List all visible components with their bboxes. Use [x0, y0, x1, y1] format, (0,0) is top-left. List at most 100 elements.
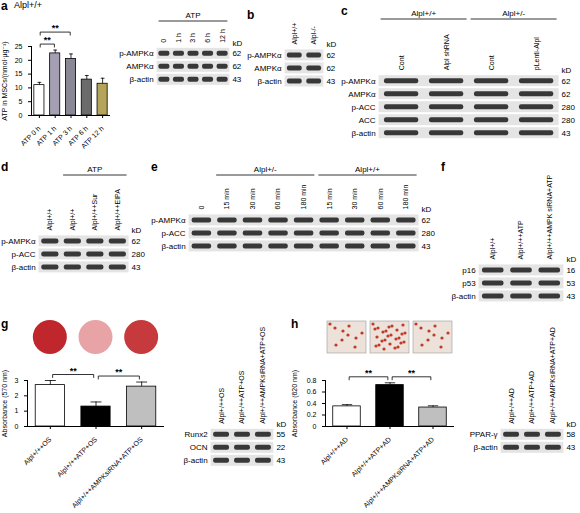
- svg-text:62: 62: [132, 237, 141, 246]
- svg-text:2: 2: [15, 392, 19, 399]
- svg-text:0.4: 0.4: [307, 400, 317, 407]
- svg-text:**: **: [365, 368, 373, 378]
- svg-text:Alpl+/+: Alpl+/+: [489, 238, 497, 260]
- svg-text:p-ACC: p-ACC: [162, 229, 186, 238]
- svg-text:25: 25: [15, 43, 23, 50]
- svg-text:β-actin: β-actin: [451, 292, 475, 301]
- svg-text:0.2: 0.2: [307, 411, 317, 418]
- svg-text:62: 62: [562, 90, 571, 99]
- svg-text:30 min: 30 min: [351, 188, 358, 209]
- svg-text:43: 43: [232, 75, 241, 84]
- svg-text:p-AMPKα: p-AMPKα: [247, 51, 282, 60]
- svg-text:22: 22: [276, 443, 285, 452]
- svg-text:Alpl+/++AMPKsiRNA+ATP+AD: Alpl+/++AMPKsiRNA+ATP+AD: [362, 436, 436, 510]
- svg-text:Cont: Cont: [488, 55, 495, 70]
- svg-text:43: 43: [132, 263, 141, 272]
- svg-text:β-actin: β-actin: [473, 443, 497, 452]
- svg-text:Alpl+/++Sur: Alpl+/++Sur: [91, 193, 99, 230]
- svg-text:60 min: 60 min: [377, 188, 384, 209]
- svg-text:e: e: [151, 160, 158, 174]
- svg-text:kD: kD: [422, 205, 432, 214]
- svg-text:c: c: [341, 4, 348, 18]
- svg-text:20: 20: [15, 57, 23, 64]
- svg-text:ATP in MSCs/(nmol·μg⁻¹): ATP in MSCs/(nmol·μg⁻¹): [1, 41, 9, 120]
- svg-text:p-AMPKα: p-AMPKα: [341, 77, 376, 86]
- svg-text:62: 62: [326, 64, 335, 73]
- svg-text:58: 58: [566, 430, 575, 439]
- svg-text:0: 0: [15, 423, 19, 430]
- svg-text:62: 62: [326, 51, 335, 60]
- svg-text:43: 43: [276, 456, 285, 465]
- svg-text:PPAR-γ: PPAR-γ: [470, 430, 498, 439]
- svg-text:62: 62: [232, 49, 241, 58]
- svg-text:43: 43: [562, 129, 571, 138]
- svg-text:Alpl+/++AMPKsiRNA+ATP+OS: Alpl+/++AMPKsiRNA+ATP+OS: [70, 435, 144, 509]
- svg-text:Alpl+/++ATP+OS: Alpl+/++ATP+OS: [238, 370, 246, 424]
- svg-text:**: **: [70, 366, 78, 376]
- svg-text:55: 55: [276, 430, 285, 439]
- svg-text:Alpl+/++ATP+OS: Alpl+/++ATP+OS: [56, 435, 99, 478]
- svg-text:62: 62: [422, 216, 431, 225]
- svg-text:0: 0: [19, 112, 23, 119]
- svg-text:Alpl+/++OS: Alpl+/++OS: [218, 387, 226, 423]
- svg-text:p-ACC: p-ACC: [12, 250, 36, 259]
- svg-text:280: 280: [562, 103, 576, 112]
- svg-text:β-actin: β-actin: [129, 75, 153, 84]
- svg-text:kD: kD: [562, 66, 572, 75]
- svg-text:15: 15: [15, 70, 23, 77]
- svg-text:43: 43: [422, 242, 431, 251]
- svg-text:Runx2: Runx2: [184, 430, 208, 439]
- svg-text:43: 43: [326, 77, 335, 86]
- svg-text:ATP: ATP: [87, 165, 102, 174]
- svg-text:0: 0: [160, 39, 167, 43]
- svg-text:6 h: 6 h: [204, 33, 211, 43]
- svg-text:1 h: 1 h: [175, 33, 182, 43]
- svg-text:Alpl+/-: Alpl+/-: [254, 165, 277, 174]
- svg-text:AMPKα: AMPKα: [126, 62, 154, 71]
- svg-text:Alpl+/++ATP+AD: Alpl+/++ATP+AD: [528, 371, 536, 424]
- svg-text:AMPKα: AMPKα: [348, 90, 376, 99]
- svg-text:kD: kD: [132, 226, 142, 235]
- svg-text:Alpl+/++AMPKsiRNA+ATP+OS: Alpl+/++AMPKsiRNA+ATP+OS: [259, 327, 267, 424]
- svg-text:Alpl+/++AD: Alpl+/++AD: [319, 436, 350, 467]
- svg-text:OCN: OCN: [190, 443, 208, 452]
- svg-text:5: 5: [19, 98, 23, 105]
- svg-text:β-actin: β-actin: [351, 129, 375, 138]
- svg-text:p16: p16: [462, 266, 476, 275]
- svg-text:ACC: ACC: [359, 116, 376, 125]
- svg-text:Alpl+/+: Alpl+/+: [69, 209, 77, 231]
- svg-text:kD: kD: [232, 39, 242, 48]
- svg-text:0.8: 0.8: [307, 377, 317, 384]
- svg-text:0: 0: [198, 205, 205, 209]
- svg-text:Alpl+/++AMPKsiRNA+ATP+AD: Alpl+/++AMPKsiRNA+ATP+AD: [549, 327, 557, 424]
- svg-text:AMPKα: AMPKα: [254, 64, 282, 73]
- svg-text:3 h: 3 h: [189, 33, 196, 43]
- svg-text:12 h: 12 h: [219, 29, 226, 43]
- svg-text:p-ACC: p-ACC: [352, 103, 376, 112]
- svg-text:62: 62: [562, 77, 571, 86]
- svg-text:15 min: 15 min: [326, 188, 333, 209]
- svg-text:Alpl-/-: Alpl-/-: [310, 25, 318, 44]
- svg-text:Alpl shRNA: Alpl shRNA: [443, 34, 451, 70]
- svg-text:Absorbance (620 nm): Absorbance (620 nm): [291, 370, 299, 437]
- svg-text:d: d: [1, 160, 8, 174]
- svg-text:Alpl+/++OS: Alpl+/++OS: [22, 435, 53, 466]
- svg-text:Alpl+/++ATP: Alpl+/++ATP: [517, 220, 525, 259]
- svg-text:Alpl+/+: Alpl+/+: [291, 23, 299, 45]
- svg-text:1: 1: [15, 407, 19, 414]
- svg-text:0: 0: [313, 423, 317, 430]
- svg-text:280: 280: [562, 116, 576, 125]
- svg-text:β-actin: β-actin: [257, 77, 281, 86]
- svg-text:62: 62: [232, 62, 241, 71]
- svg-text:β-actin: β-actin: [11, 263, 35, 272]
- svg-text:**: **: [408, 368, 416, 378]
- svg-text:30 min: 30 min: [249, 188, 256, 209]
- svg-text:b: b: [247, 8, 254, 22]
- svg-text:ATP: ATP: [186, 11, 201, 20]
- svg-text:15 min: 15 min: [223, 188, 230, 209]
- svg-text:60 min: 60 min: [274, 188, 281, 209]
- svg-text:Alpl+/-: Alpl+/-: [502, 9, 525, 18]
- svg-text:Alpl+/++ATP+AD: Alpl+/++ATP+AD: [350, 436, 393, 479]
- svg-text:p53: p53: [462, 279, 476, 288]
- svg-text:180 min: 180 min: [300, 184, 307, 209]
